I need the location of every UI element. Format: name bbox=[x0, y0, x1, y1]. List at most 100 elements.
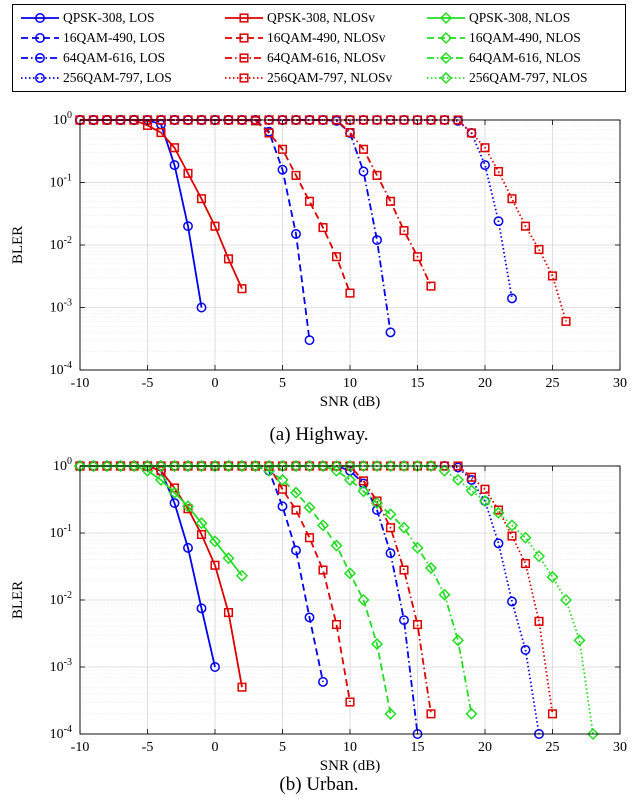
data-point bbox=[318, 676, 328, 687]
caption-highway: (a) Highway. bbox=[269, 424, 369, 445]
legend-swatch bbox=[225, 73, 263, 83]
data-point bbox=[316, 519, 330, 532]
legend-swatch bbox=[21, 53, 59, 63]
data-point bbox=[237, 284, 247, 294]
data-point bbox=[466, 128, 477, 138]
data-point bbox=[384, 459, 397, 473]
y-tick-label: 100 bbox=[53, 110, 72, 128]
data-point bbox=[345, 288, 355, 298]
legend-label: 16QAM-490, LOS bbox=[63, 30, 166, 45]
data-point bbox=[357, 485, 370, 498]
data-point bbox=[480, 160, 490, 171]
data-point bbox=[304, 612, 315, 623]
data-point bbox=[154, 459, 168, 473]
data-point bbox=[291, 545, 301, 556]
legend-marker bbox=[35, 53, 45, 63]
x-tick-label: 5 bbox=[279, 376, 286, 391]
data-point bbox=[168, 459, 181, 473]
data-point bbox=[507, 293, 517, 304]
data-point bbox=[534, 244, 544, 254]
x-tick-label: 30 bbox=[613, 376, 627, 391]
y-axis-label: BLER bbox=[10, 581, 26, 619]
legend-marker bbox=[439, 31, 453, 45]
data-point bbox=[438, 588, 451, 601]
data-point bbox=[546, 570, 559, 584]
data-point bbox=[397, 459, 411, 473]
data-point bbox=[358, 476, 369, 486]
data-point bbox=[559, 593, 573, 607]
data-point bbox=[532, 550, 546, 563]
data-point bbox=[291, 170, 301, 180]
data-point bbox=[277, 164, 288, 175]
legend-label: 64QAM-616, LOS bbox=[63, 50, 166, 65]
legend-marker bbox=[439, 11, 453, 25]
data-point bbox=[357, 459, 370, 473]
data-point bbox=[156, 127, 166, 138]
data-point bbox=[291, 505, 301, 515]
data-point bbox=[208, 535, 222, 548]
data-point bbox=[573, 634, 586, 647]
x-tick-label: 10 bbox=[343, 740, 357, 755]
data-point bbox=[412, 620, 423, 630]
data-point bbox=[183, 542, 193, 553]
data-point bbox=[358, 144, 369, 154]
legend-marker bbox=[239, 53, 249, 63]
y-tick-label: 10-4 bbox=[50, 360, 72, 378]
x-tick-label: 10 bbox=[343, 376, 357, 391]
data-point bbox=[169, 498, 180, 508]
data-point bbox=[561, 316, 571, 326]
data-point bbox=[100, 459, 114, 473]
data-point bbox=[343, 567, 357, 580]
data-point bbox=[331, 620, 342, 630]
data-point bbox=[424, 561, 438, 575]
legend-swatch bbox=[427, 71, 465, 85]
legend-swatch bbox=[225, 13, 263, 23]
data-point bbox=[196, 529, 207, 540]
data-point bbox=[451, 634, 465, 647]
data-point bbox=[291, 229, 301, 239]
data-point bbox=[492, 506, 505, 519]
data-point bbox=[154, 473, 168, 486]
chart-urban: -10 -5 0 5 10 15 20 25 30 100 10-1 10-2 10-3 10-4 SNR … bbox=[10, 456, 627, 774]
y-tick-label: 10-3 bbox=[50, 657, 72, 675]
data-point bbox=[181, 500, 195, 513]
data-point bbox=[384, 707, 397, 720]
data-point bbox=[114, 459, 127, 473]
legend-marker bbox=[35, 73, 45, 83]
data-point bbox=[493, 216, 504, 227]
y-tick-label: 100 bbox=[53, 456, 72, 474]
legend-label: 256QAM-797, NLOS bbox=[469, 70, 588, 85]
data-point bbox=[399, 226, 409, 236]
x-tick-label: 5 bbox=[279, 740, 286, 755]
data-point bbox=[451, 473, 465, 486]
y-tick-label: 10-1 bbox=[50, 523, 72, 541]
data-point bbox=[330, 539, 343, 552]
x-tick-label: -5 bbox=[142, 376, 154, 391]
data-point bbox=[519, 531, 532, 544]
data-point bbox=[507, 194, 517, 204]
legend-marker bbox=[239, 33, 249, 43]
data-point bbox=[399, 565, 409, 575]
data-point bbox=[412, 252, 423, 262]
x-tick-label: 25 bbox=[546, 376, 560, 391]
legend-label: 256QAM-797, NLOSv bbox=[267, 70, 393, 85]
legend-swatch bbox=[21, 73, 59, 83]
data-point bbox=[547, 709, 558, 719]
data-point bbox=[370, 496, 384, 510]
y-tick-label: 10-4 bbox=[50, 724, 72, 742]
x-axis-label: SNR (dB) bbox=[320, 758, 380, 774]
caption-urban: (b) Urban. bbox=[279, 774, 359, 795]
data-point bbox=[426, 709, 436, 719]
data-point bbox=[183, 504, 193, 514]
data-point bbox=[277, 501, 288, 512]
data-point bbox=[520, 221, 531, 231]
data-point bbox=[210, 560, 220, 570]
y-tick-label: 10-1 bbox=[50, 173, 72, 191]
legend-marker bbox=[439, 51, 453, 65]
data-point bbox=[331, 252, 342, 262]
data-point bbox=[397, 521, 411, 534]
data-point bbox=[318, 223, 328, 233]
data-point bbox=[426, 281, 436, 291]
data-point bbox=[196, 302, 207, 313]
legend-swatch bbox=[225, 33, 263, 43]
